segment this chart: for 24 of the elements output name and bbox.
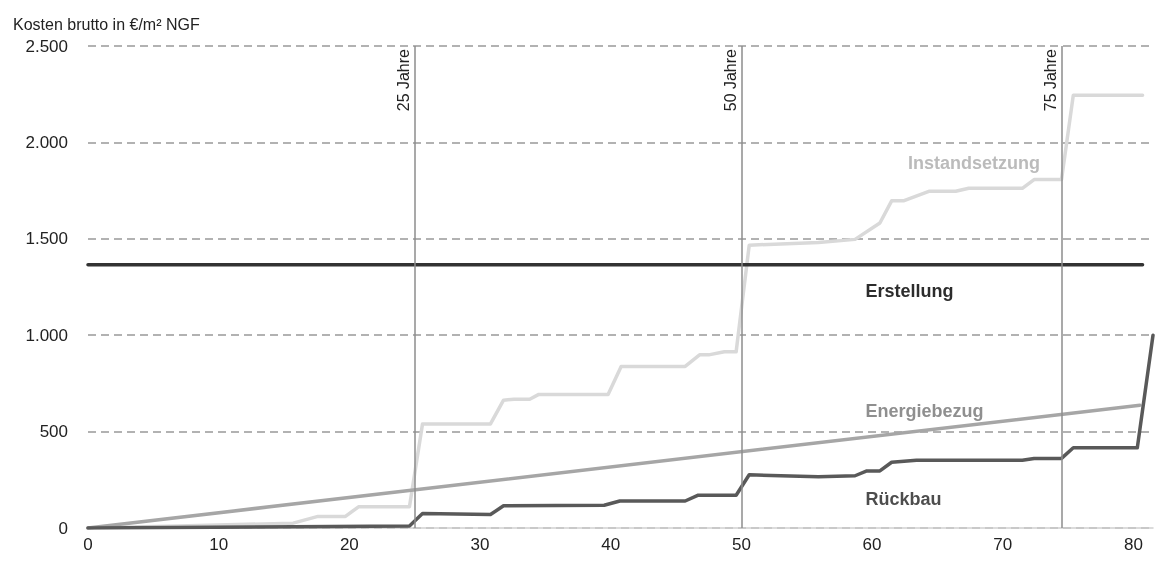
x-tick-label: 10 [209,535,229,554]
x-tick-label: 50 [731,535,751,554]
x-tick-label: 30 [470,535,490,554]
ref-line-label: 50 Jahre [721,48,739,112]
x-tick-label: 70 [993,535,1013,554]
series-label: Erstellung [865,280,954,301]
series-label: Energiebezug [865,401,984,422]
ref-line-label: 75 Jahre [1042,48,1060,112]
ref-line-label: 25 Jahre [395,48,413,112]
series-label: Instandsetzung [908,153,1041,174]
y-tick-label: 0 [58,518,68,538]
x-tick-label: 0 [83,535,93,554]
y-tick-label: 1.000 [25,325,68,345]
line-series [86,333,1155,530]
y-tick-label: 500 [39,422,68,442]
series-label: Rückbau [865,489,942,510]
x-tick-label: 40 [601,535,621,554]
y-tick-label: 1.500 [25,229,68,249]
y-tick-label: 2.500 [25,36,68,56]
y-axis-title: Kosten brutto in €/m² NGF [13,15,200,33]
x-tick-label: 80 [1123,535,1143,554]
x-tick-label: 60 [862,535,882,554]
y-tick-label: 2.000 [25,132,68,152]
x-tick-label: 20 [339,535,359,554]
